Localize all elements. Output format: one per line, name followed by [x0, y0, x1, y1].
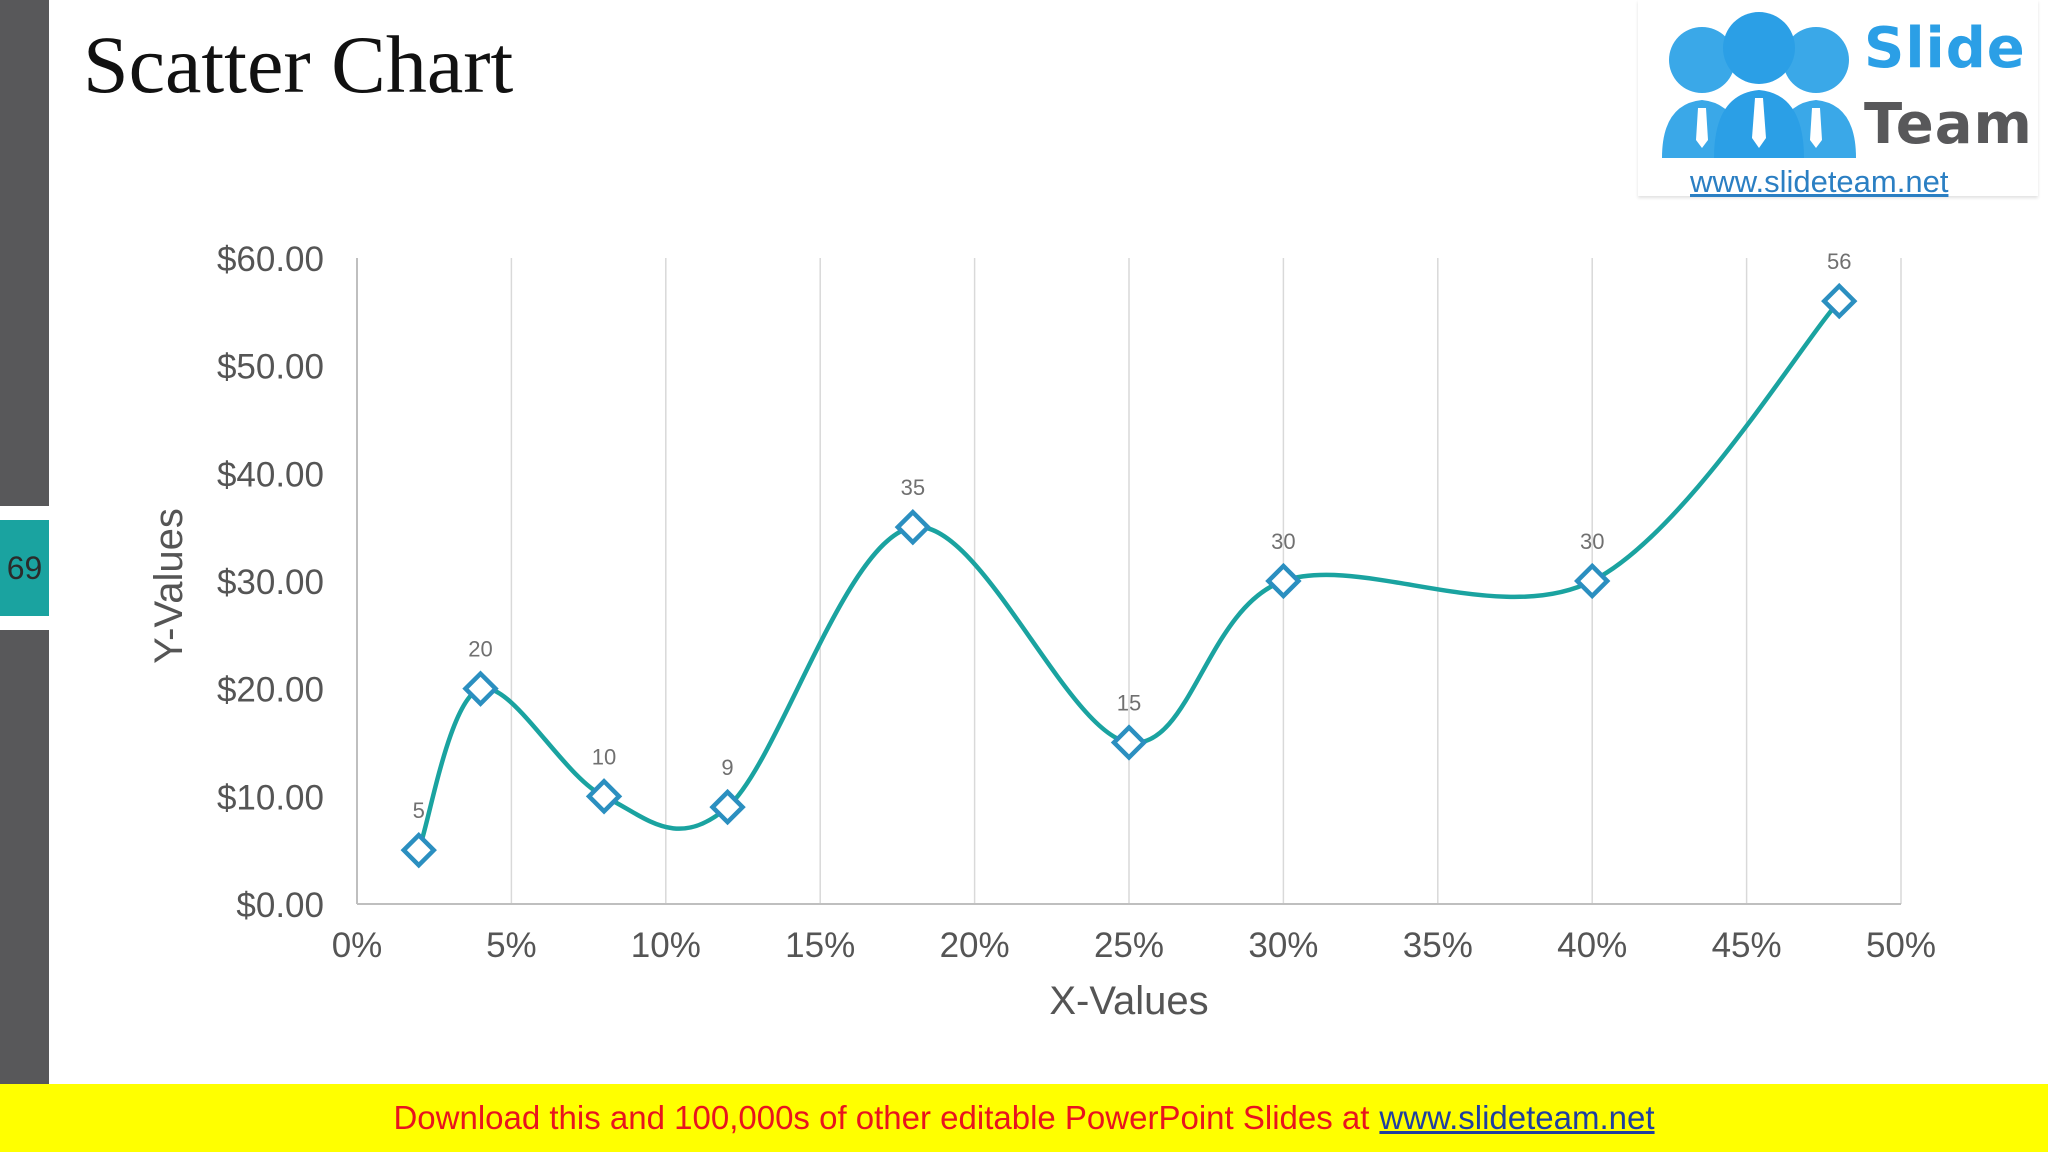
scatter-chart: 0% 5% 10% 15% 20% 25% 30% 35% 40% 45% 50% $0.00 $10…: [147, 240, 1936, 1023]
slideteam-logo[interactable]: Slide Team www.slideteam.net: [1638, 0, 2038, 200]
y-axis-title: Y-Values: [147, 508, 191, 664]
download-footer-banner: Download this and 100,000s of other edit…: [0, 1084, 2048, 1152]
data-point-marker: [400, 831, 437, 869]
footer-message: Download this and 100,000s of other edit…: [393, 1099, 1370, 1136]
data-point-marker: [1574, 562, 1611, 600]
x-tick-label: 30%: [1248, 926, 1318, 965]
logo-url-link[interactable]: www.slideteam.net: [1690, 164, 1949, 199]
x-tick-label: 10%: [631, 926, 701, 965]
data-markers: [400, 282, 1858, 869]
x-tick-label: 20%: [940, 926, 1010, 965]
data-label: 56: [1827, 249, 1851, 274]
x-tick-label: 50%: [1866, 926, 1936, 965]
y-tick-label: $20.00: [217, 671, 324, 710]
data-label: 5: [413, 798, 425, 823]
y-tick-label: $60.00: [217, 240, 324, 279]
series-smooth-line: [416, 299, 1841, 851]
x-tick-label: 40%: [1557, 926, 1627, 965]
data-point-marker: [1265, 562, 1302, 600]
x-tick-label: 0%: [332, 926, 383, 965]
y-tick-label: $0.00: [236, 886, 324, 925]
page-number: 69: [0, 520, 49, 616]
data-point-marker: [1821, 282, 1858, 320]
x-tick-label: 5%: [486, 926, 537, 965]
footer-link[interactable]: www.slideteam.net: [1379, 1099, 1655, 1136]
data-label: 30: [1580, 529, 1604, 554]
data-point-marker: [585, 778, 623, 815]
people-icon: [1662, 12, 1856, 158]
x-tick-labels: 0% 5% 10% 15% 20% 25% 30% 35% 40% 45% 50%: [332, 926, 1936, 965]
y-tick-label: $10.00: [217, 778, 324, 817]
x-tick-label: 35%: [1403, 926, 1473, 965]
logo-word-slide: Slide: [1864, 16, 2026, 81]
data-label: 15: [1117, 691, 1141, 716]
data-label: 10: [592, 744, 616, 769]
page-number-badge: 69: [0, 506, 49, 630]
data-label: 30: [1271, 529, 1295, 554]
slide-title: Scatter Chart: [83, 19, 514, 110]
data-point-marker: [1110, 724, 1148, 761]
data-point-marker: [462, 670, 499, 707]
data-point-marker: [709, 788, 746, 826]
logo-word-team: Team: [1864, 92, 2033, 157]
data-label: 20: [468, 637, 492, 662]
y-tick-label: $30.00: [217, 563, 324, 602]
data-point-marker: [894, 508, 932, 546]
y-tick-labels: $0.00 $10.00 $20.00 $30.00 $40.00 $50.00 $60.0…: [217, 240, 324, 925]
x-tick-label: 45%: [1712, 926, 1782, 965]
data-label: 9: [721, 755, 733, 780]
y-tick-label: $50.00: [217, 348, 324, 387]
x-tick-label: 15%: [785, 926, 855, 965]
data-labels: 5 20 10 9 35 15 30 30 56: [413, 249, 1852, 823]
x-tick-label: 25%: [1094, 926, 1164, 965]
x-axis-title: X-Values: [1049, 979, 1208, 1023]
y-tick-label: $40.00: [217, 455, 324, 494]
data-label: 35: [901, 475, 925, 500]
